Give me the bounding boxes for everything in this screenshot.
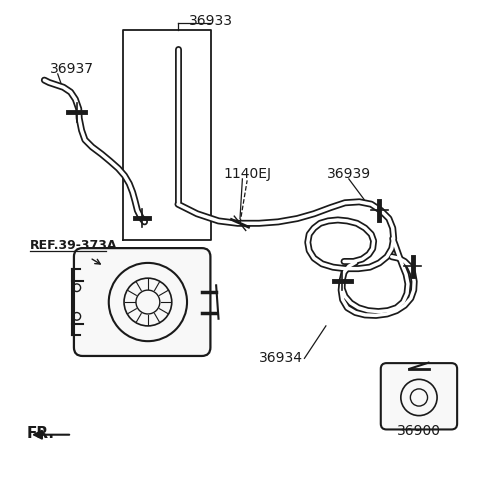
Text: REF.39-373A: REF.39-373A <box>30 239 118 252</box>
Text: 36937: 36937 <box>50 62 94 76</box>
FancyBboxPatch shape <box>381 363 457 430</box>
Text: 1140EJ: 1140EJ <box>223 167 271 181</box>
Text: 36933: 36933 <box>190 14 233 28</box>
FancyBboxPatch shape <box>74 248 210 356</box>
Text: 36900: 36900 <box>397 424 441 438</box>
Text: 36934: 36934 <box>259 351 302 365</box>
Text: 36939: 36939 <box>327 167 371 181</box>
Text: FR.: FR. <box>26 426 54 441</box>
